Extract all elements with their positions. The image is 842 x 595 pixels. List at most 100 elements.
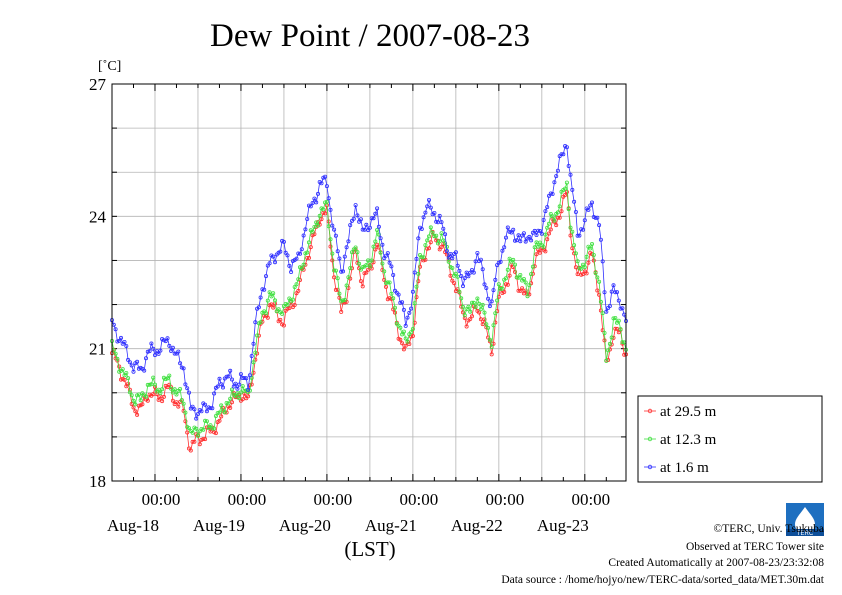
series-point (310, 229, 315, 234)
series-point (620, 306, 625, 311)
series-point (493, 277, 498, 282)
series-point (151, 346, 156, 351)
series-point (145, 382, 150, 387)
series-point (401, 329, 406, 334)
series-point (143, 356, 148, 361)
series-point (428, 225, 433, 230)
series-point (478, 257, 483, 262)
series-point (231, 384, 236, 389)
series-point (265, 298, 270, 303)
series-point (283, 250, 288, 255)
series-point (405, 339, 410, 344)
series-point (480, 302, 485, 307)
series-point (480, 267, 485, 272)
series-point (290, 297, 295, 302)
series-point (426, 234, 431, 239)
series-point (346, 239, 351, 244)
series-point (332, 227, 337, 232)
series-point (339, 309, 344, 314)
series-point (389, 264, 394, 269)
series-point (269, 294, 274, 299)
series-point (124, 384, 129, 389)
series-point (450, 278, 455, 283)
series-point (287, 263, 292, 268)
series-point (409, 306, 414, 311)
series-point (446, 255, 451, 260)
y-tick-label: 18 (89, 472, 106, 491)
series-point (514, 275, 519, 280)
series-point (521, 276, 526, 281)
series-point (466, 274, 471, 279)
series-point (358, 267, 363, 272)
series-point (210, 406, 215, 411)
series-point (548, 227, 553, 232)
series-point (169, 386, 174, 391)
series-point (498, 286, 503, 291)
series-point (539, 231, 544, 236)
terc-logo: TERC (786, 503, 824, 537)
series-point (450, 256, 455, 261)
series-point (502, 245, 507, 250)
y-tick-label: 21 (89, 340, 106, 359)
series-point (115, 339, 120, 344)
series-point (460, 284, 465, 289)
series-point (396, 292, 401, 297)
series-point (428, 205, 433, 210)
series-point (178, 361, 183, 366)
series-point (477, 310, 482, 315)
series-point (165, 376, 170, 381)
series-point (332, 275, 337, 280)
series-point (199, 409, 204, 414)
series-point (249, 353, 254, 358)
series-point (337, 295, 342, 300)
series-point (195, 433, 200, 438)
series-point (131, 369, 136, 374)
series-point (240, 397, 245, 402)
series-point (597, 223, 602, 228)
series-point (305, 255, 310, 260)
series-point (468, 309, 473, 314)
series-point (314, 220, 319, 225)
series-point (387, 260, 392, 265)
series-point (369, 258, 374, 263)
series-point (348, 266, 353, 271)
series-point (441, 238, 446, 243)
series-point (430, 230, 435, 235)
series-point (151, 375, 156, 380)
series-point (577, 266, 582, 271)
series-point (491, 288, 496, 293)
series-point (530, 264, 535, 269)
x-tick-day-label: Aug-19 (193, 516, 245, 535)
series-point (523, 239, 528, 244)
series-point (271, 291, 276, 296)
series-point (246, 387, 251, 392)
series-point (401, 307, 406, 312)
series-point (172, 351, 177, 356)
series-point (573, 251, 578, 256)
series-point (611, 283, 616, 288)
series-point (351, 216, 356, 221)
series-point (324, 199, 329, 204)
series-point (575, 272, 580, 277)
series-point (462, 315, 467, 320)
series-point (308, 204, 313, 209)
series-point (362, 227, 367, 232)
series-point (285, 253, 290, 258)
series-point (409, 330, 414, 335)
legend-marker (647, 436, 653, 442)
series-point (478, 317, 483, 322)
series-point (287, 296, 292, 301)
series-point (416, 271, 421, 276)
series-point (360, 284, 365, 289)
series-point (598, 299, 603, 304)
x-tick-time-label: 00:00 (485, 490, 524, 509)
series-point (186, 426, 191, 431)
series-point (414, 284, 419, 289)
series-point (541, 217, 546, 222)
series-point (439, 244, 444, 249)
series-point (160, 399, 165, 404)
series-point (278, 317, 283, 322)
series-point (371, 244, 376, 249)
series-point (308, 245, 313, 250)
series-point (192, 407, 197, 412)
